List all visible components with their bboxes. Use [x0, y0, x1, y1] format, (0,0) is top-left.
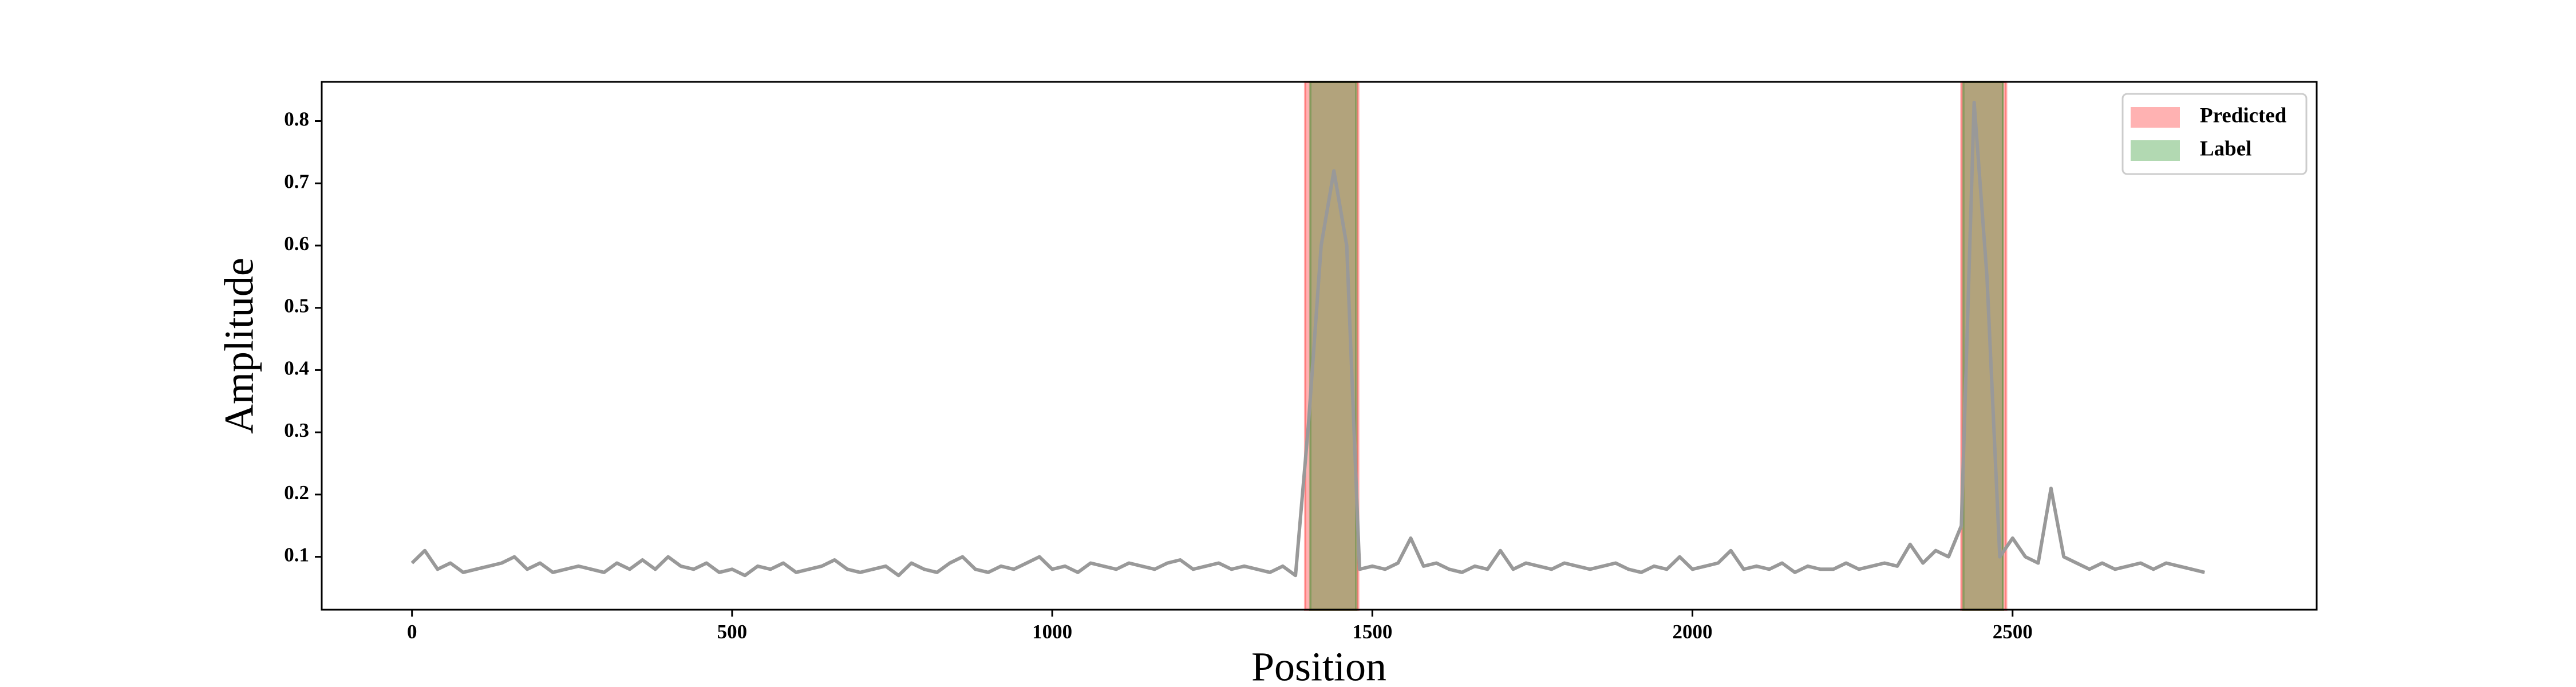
legend-swatch — [2131, 140, 2180, 161]
x-tick-label: 0 — [407, 621, 417, 643]
y-tick-label: 0.1 — [284, 544, 309, 566]
x-tick-label: 1500 — [1352, 621, 1392, 643]
y-tick-label: 0.6 — [284, 232, 309, 255]
x-tick-label: 1000 — [1032, 621, 1072, 643]
y-tick-label: 0.2 — [284, 481, 309, 504]
data-line — [410, 100, 2206, 578]
y-tick-label: 0.5 — [284, 295, 309, 317]
plot-frame — [321, 81, 2318, 611]
legend-swatch — [2131, 107, 2180, 128]
span-region — [1962, 81, 2004, 611]
legend-box — [2121, 93, 2308, 175]
y-axis-label: Amplitude — [216, 258, 262, 434]
y-tick-label: 0.3 — [284, 419, 309, 441]
legend-label: Predicted — [2200, 104, 2287, 127]
x-tick-label: 2000 — [1673, 621, 1713, 643]
x-tick-label: 500 — [717, 621, 748, 643]
legend-label: Label — [2200, 137, 2251, 160]
x-axis-label: Position — [1251, 644, 1386, 687]
x-tick-label: 2500 — [1993, 621, 2033, 643]
y-tick-label: 0.4 — [284, 357, 309, 379]
y-tick-label: 0.7 — [284, 170, 309, 192]
y-tick-label: 0.8 — [284, 108, 309, 131]
